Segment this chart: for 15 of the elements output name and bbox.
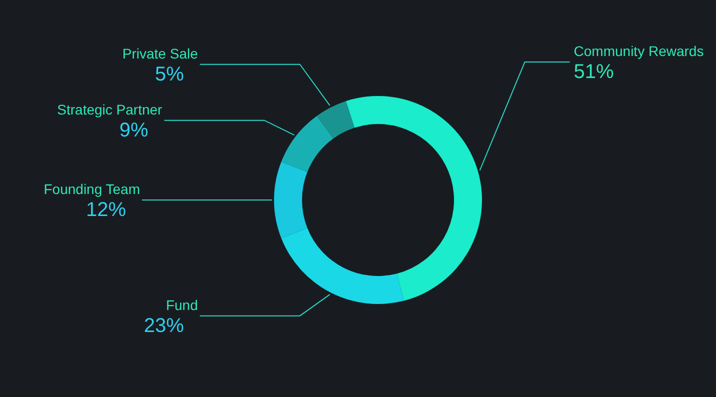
slice-label: Fund [166,296,198,313]
slice-label: Community Rewards [574,43,704,59]
slice-label: Strategic Partner [57,101,163,118]
data-label: 51% [574,61,614,83]
donut-slice [316,101,355,139]
slice-label: Private Sale [122,45,198,62]
data-label: 5% [154,63,184,86]
slice-label: Founding Team [44,181,140,197]
donut-slice [281,228,404,304]
donut-slice [346,96,482,301]
donut-slice [281,116,334,172]
donut-slice [274,162,308,238]
data-label: 23% [144,314,184,337]
data-label: 9% [119,119,148,142]
data-label: 12% [86,199,126,221]
